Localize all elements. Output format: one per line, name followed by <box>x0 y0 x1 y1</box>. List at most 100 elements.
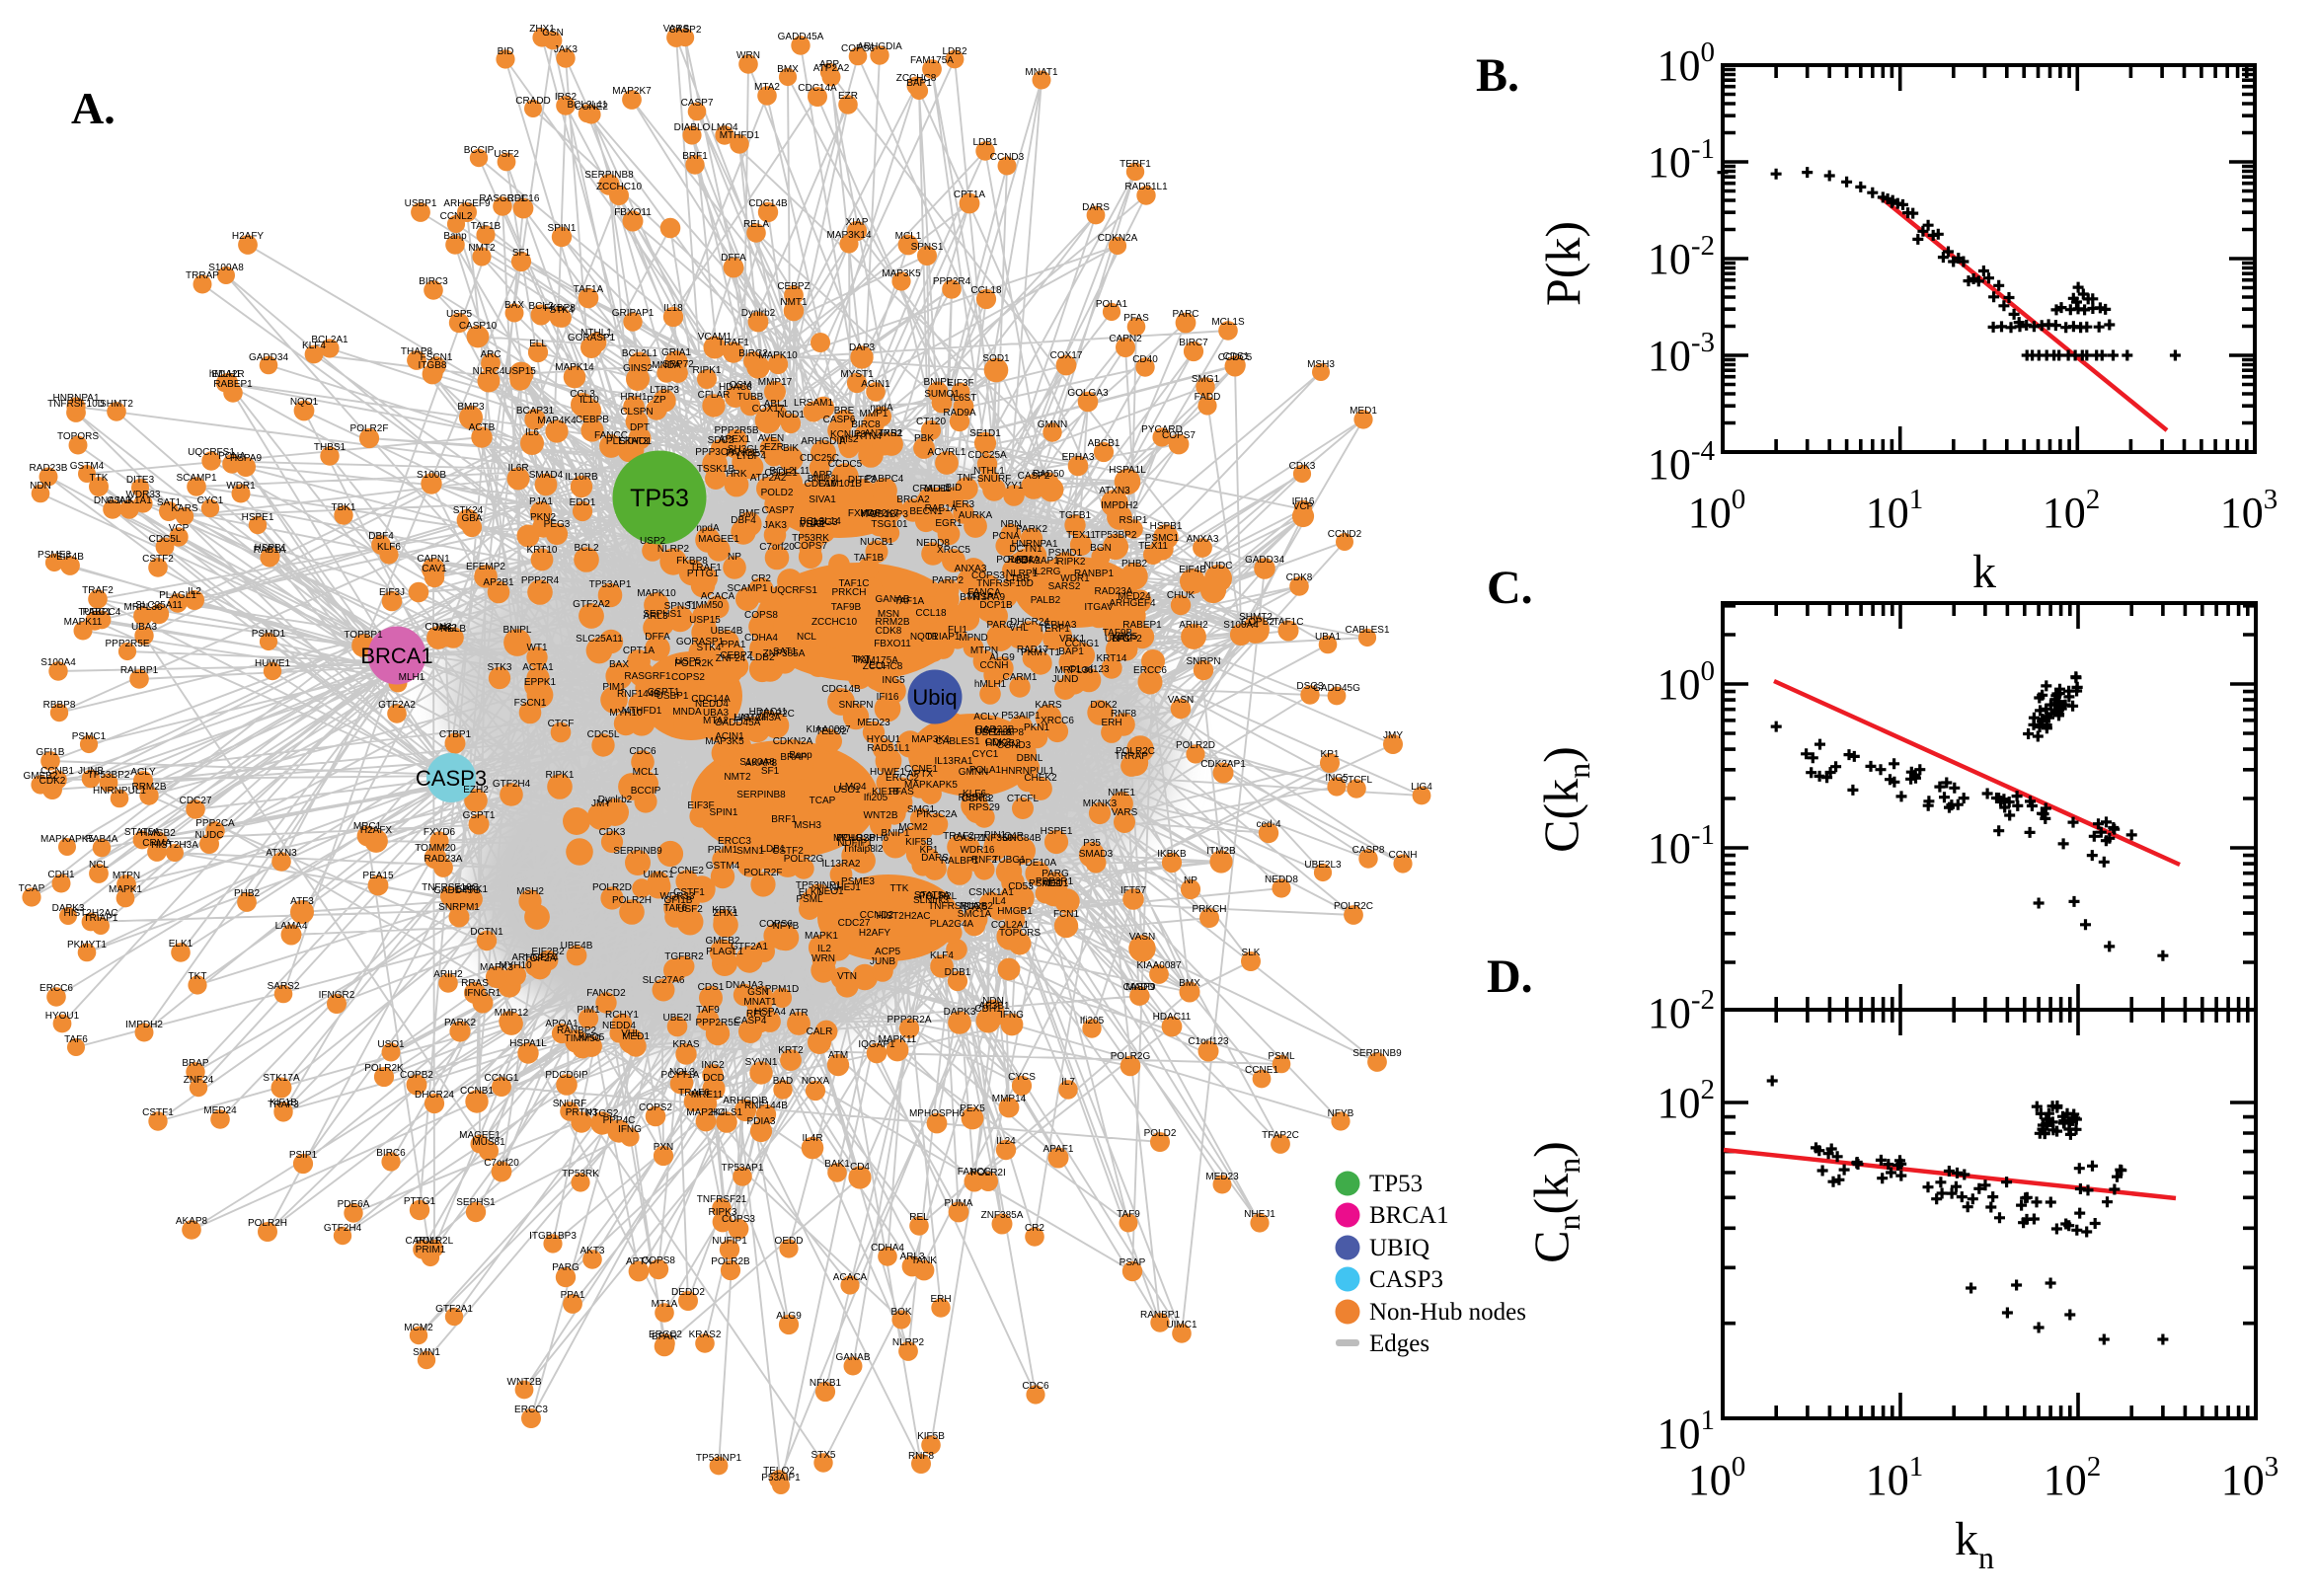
svg-text:MYST1: MYST1 <box>840 369 874 380</box>
svg-text:MTHFD1: MTHFD1 <box>622 706 662 717</box>
svg-text:POLR2C: POLR2C <box>1334 901 1373 912</box>
svg-text:USO1: USO1 <box>377 1039 405 1050</box>
svg-text:GTF2H4: GTF2H4 <box>324 1223 362 1234</box>
svg-text:SDC2: SDC2 <box>708 435 734 446</box>
svg-text:HIST2H3A: HIST2H3A <box>733 713 781 723</box>
svg-text:RNF2: RNF2 <box>971 855 998 866</box>
svg-text:ALG9: ALG9 <box>776 1311 802 1322</box>
svg-text:C1orf123: C1orf123 <box>1068 664 1110 675</box>
svg-text:PLAGL1: PLAGL1 <box>706 947 743 957</box>
svg-text:SLK: SLK <box>1242 948 1261 958</box>
svg-text:PPP2R4: PPP2R4 <box>933 276 971 287</box>
svg-text:PRIM1: PRIM1 <box>708 845 738 856</box>
svg-text:TUBG1: TUBG1 <box>992 855 1026 866</box>
svg-text:CCNB1: CCNB1 <box>460 1086 494 1097</box>
svg-text:TNFRSF10C: TNFRSF10C <box>422 882 479 893</box>
svg-text:GADD45G: GADD45G <box>433 885 481 896</box>
svg-text:IQGAP1: IQGAP1 <box>858 1039 895 1050</box>
svg-text:MRE11: MRE11 <box>691 1090 724 1101</box>
svg-text:PCNA: PCNA <box>218 451 246 462</box>
svg-text:NUFIP1: NUFIP1 <box>837 838 873 849</box>
svg-text:BGN: BGN <box>1090 543 1112 554</box>
svg-text:ITGB1BP3: ITGB1BP3 <box>861 509 908 520</box>
svg-text:SLC27A6: SLC27A6 <box>643 975 685 986</box>
svg-text:USP15: USP15 <box>504 366 536 377</box>
svg-text:Ifi205: Ifi205 <box>1080 1016 1105 1026</box>
svg-text:HDAC11: HDAC11 <box>749 707 788 718</box>
svg-text:CD4: CD4 <box>850 1162 870 1173</box>
svg-text:GSTM4: GSTM4 <box>70 461 105 472</box>
svg-text:NHEJ1: NHEJ1 <box>829 882 861 893</box>
svg-text:IRS2: IRS2 <box>881 428 903 439</box>
svg-text:NBN: NBN <box>1000 519 1021 530</box>
svg-text:BRE: BRE <box>834 406 855 417</box>
svg-text:WNT2B: WNT2B <box>507 1377 542 1388</box>
svg-text:RAD23A: RAD23A <box>1095 586 1133 597</box>
svg-text:CDH1: CDH1 <box>974 1004 1002 1015</box>
svg-text:HSPA9: HSPA9 <box>973 592 1005 603</box>
svg-text:WDR33: WDR33 <box>125 490 160 500</box>
svg-text:TSG101: TSG101 <box>871 519 908 530</box>
svg-text:TP53INP1: TP53INP1 <box>796 880 842 891</box>
svg-text:pfs2: pfs2 <box>840 434 859 445</box>
svg-text:PIK3C2A: PIK3C2A <box>916 809 957 820</box>
svg-text:USBP1: USBP1 <box>656 691 689 702</box>
svg-text:EIF2B2: EIF2B2 <box>531 947 565 957</box>
svg-text:VHL: VHL <box>621 1028 641 1039</box>
svg-text:MCL1S: MCL1S <box>1211 317 1245 328</box>
svg-text:10-1: 10-1 <box>1648 133 1715 187</box>
svg-text:MAPK3: MAPK3 <box>480 962 513 973</box>
svg-text:GSN: GSN <box>747 987 769 998</box>
svg-text:NLRC4: NLRC4 <box>473 366 505 377</box>
svg-text:TFCP2: TFCP2 <box>1111 634 1142 645</box>
svg-text:MAPK11: MAPK11 <box>879 1034 917 1045</box>
svg-text:KIF1B: KIF1B <box>270 1098 297 1108</box>
svg-text:XIAP: XIAP <box>846 217 869 228</box>
svg-text:Banp: Banp <box>789 750 812 761</box>
svg-text:MED1: MED1 <box>1350 406 1377 417</box>
svg-text:BNIPL: BNIPL <box>924 377 953 388</box>
svg-text:JUNB: JUNB <box>870 956 895 967</box>
svg-text:KLF6: KLF6 <box>963 789 986 799</box>
svg-text:FBXO11: FBXO11 <box>874 639 911 649</box>
svg-text:DAPK3: DAPK3 <box>52 903 85 914</box>
svg-text:IFNG: IFNG <box>618 1124 642 1135</box>
svg-text:MED24: MED24 <box>203 1105 237 1116</box>
svg-text:NCL: NCL <box>797 632 816 643</box>
svg-text:NDN: NDN <box>982 996 1004 1007</box>
svg-text:SCAMP1: SCAMP1 <box>176 473 217 484</box>
svg-text:DIABLO: DIABLO <box>674 122 711 133</box>
svg-text:CASP8: CASP8 <box>1352 845 1385 856</box>
svg-text:JAK3: JAK3 <box>763 520 787 531</box>
svg-text:PYCARD: PYCARD <box>1141 424 1183 435</box>
svg-text:WDR1: WDR1 <box>226 481 256 492</box>
svg-text:BAD: BAD <box>773 1076 794 1087</box>
svg-text:TP53INP1: TP53INP1 <box>696 1453 742 1464</box>
svg-text:CDC25A: CDC25A <box>967 450 1007 461</box>
svg-text:MAP3K5: MAP3K5 <box>705 736 744 747</box>
svg-text:MMP1: MMP1 <box>860 409 888 419</box>
svg-text:RAD17: RAD17 <box>1017 645 1049 655</box>
svg-text:XRCC5: XRCC5 <box>937 545 970 556</box>
svg-text:COPS2: COPS2 <box>671 672 705 683</box>
svg-text:LMO4: LMO4 <box>839 782 867 793</box>
svg-text:IFNG: IFNG <box>1000 1010 1024 1021</box>
svg-text:GORASP1: GORASP1 <box>568 333 616 343</box>
svg-text:POLR2B: POLR2B <box>836 833 876 844</box>
svg-text:CDC5L: CDC5L <box>149 534 182 545</box>
svg-text:CDC16: CDC16 <box>507 193 540 204</box>
svg-text:SYVN1: SYVN1 <box>745 1057 778 1068</box>
svg-text:USP5: USP5 <box>675 656 702 667</box>
svg-text:KRT1: KRT1 <box>712 905 737 916</box>
svg-text:MMP14: MMP14 <box>992 1094 1027 1104</box>
svg-text:SMC1A: SMC1A <box>958 909 992 920</box>
svg-text:MUS81: MUS81 <box>472 1137 505 1148</box>
svg-text:SMN1: SMN1 <box>413 1347 440 1358</box>
svg-text:IFI16: IFI16 <box>1292 496 1315 507</box>
svg-text:DARS: DARS <box>1082 202 1110 213</box>
svg-text:PBK: PBK <box>914 433 934 444</box>
svg-text:CR2: CR2 <box>1025 1223 1044 1234</box>
svg-text:KARS: KARS <box>1035 700 1062 711</box>
svg-text:HDAC11: HDAC11 <box>1153 1012 1192 1023</box>
svg-text:COPS6: COPS6 <box>841 43 875 54</box>
